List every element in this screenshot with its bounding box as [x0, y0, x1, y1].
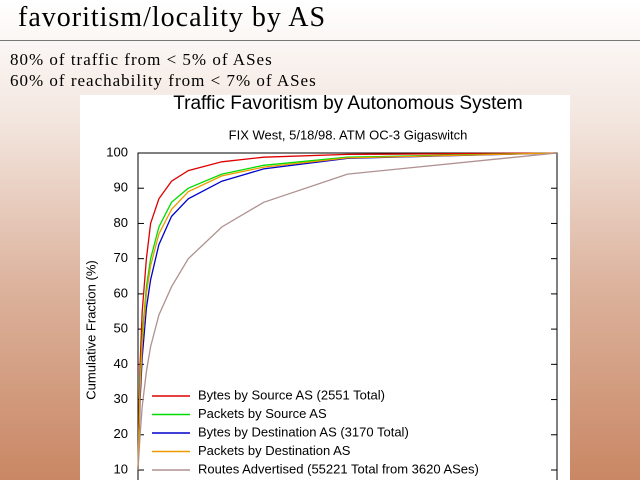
chart-title: Traffic Favoritism by Autonomous System — [173, 93, 523, 114]
chart-subtitle: FIX West, 5/18/98. ATM OC-3 Gigaswitch — [229, 127, 468, 142]
legend-label: Routes Advertised (55221 Total from 3620… — [198, 461, 479, 476]
series-line — [137, 152, 558, 471]
series-line — [137, 152, 558, 471]
bullet: 60% of reachability from < 7% of ASes — [10, 71, 317, 90]
series-line — [137, 152, 558, 471]
title-rule — [0, 40, 640, 41]
y-tick-label: 40 — [114, 356, 128, 371]
legend-label: Bytes by Destination AS (3170 Total) — [198, 424, 409, 439]
legend-label: Packets by Destination AS — [198, 443, 351, 458]
y-tick-label: 90 — [114, 180, 128, 195]
y-tick-label: 10 — [114, 461, 128, 476]
legend-label: Packets by Source AS — [198, 406, 327, 421]
plot-frame — [137, 152, 558, 480]
y-tick-label: 70 — [114, 250, 128, 265]
bullet: 80% of traffic from < 5% of ASes — [10, 50, 273, 69]
slide-title: favoritism/locality by AS — [18, 2, 327, 33]
y-tick-label: 30 — [114, 391, 128, 406]
y-axis-label: Cumulative Fraction (%) — [83, 260, 98, 399]
y-tick-label: 80 — [114, 215, 128, 230]
y-tick-label: 20 — [114, 426, 128, 441]
y-tick-label: 60 — [114, 285, 128, 300]
y-tick-label: 100 — [106, 144, 128, 159]
y-tick-label: 50 — [114, 321, 128, 336]
legend-label: Bytes by Source AS (2551 Total) — [198, 387, 385, 402]
